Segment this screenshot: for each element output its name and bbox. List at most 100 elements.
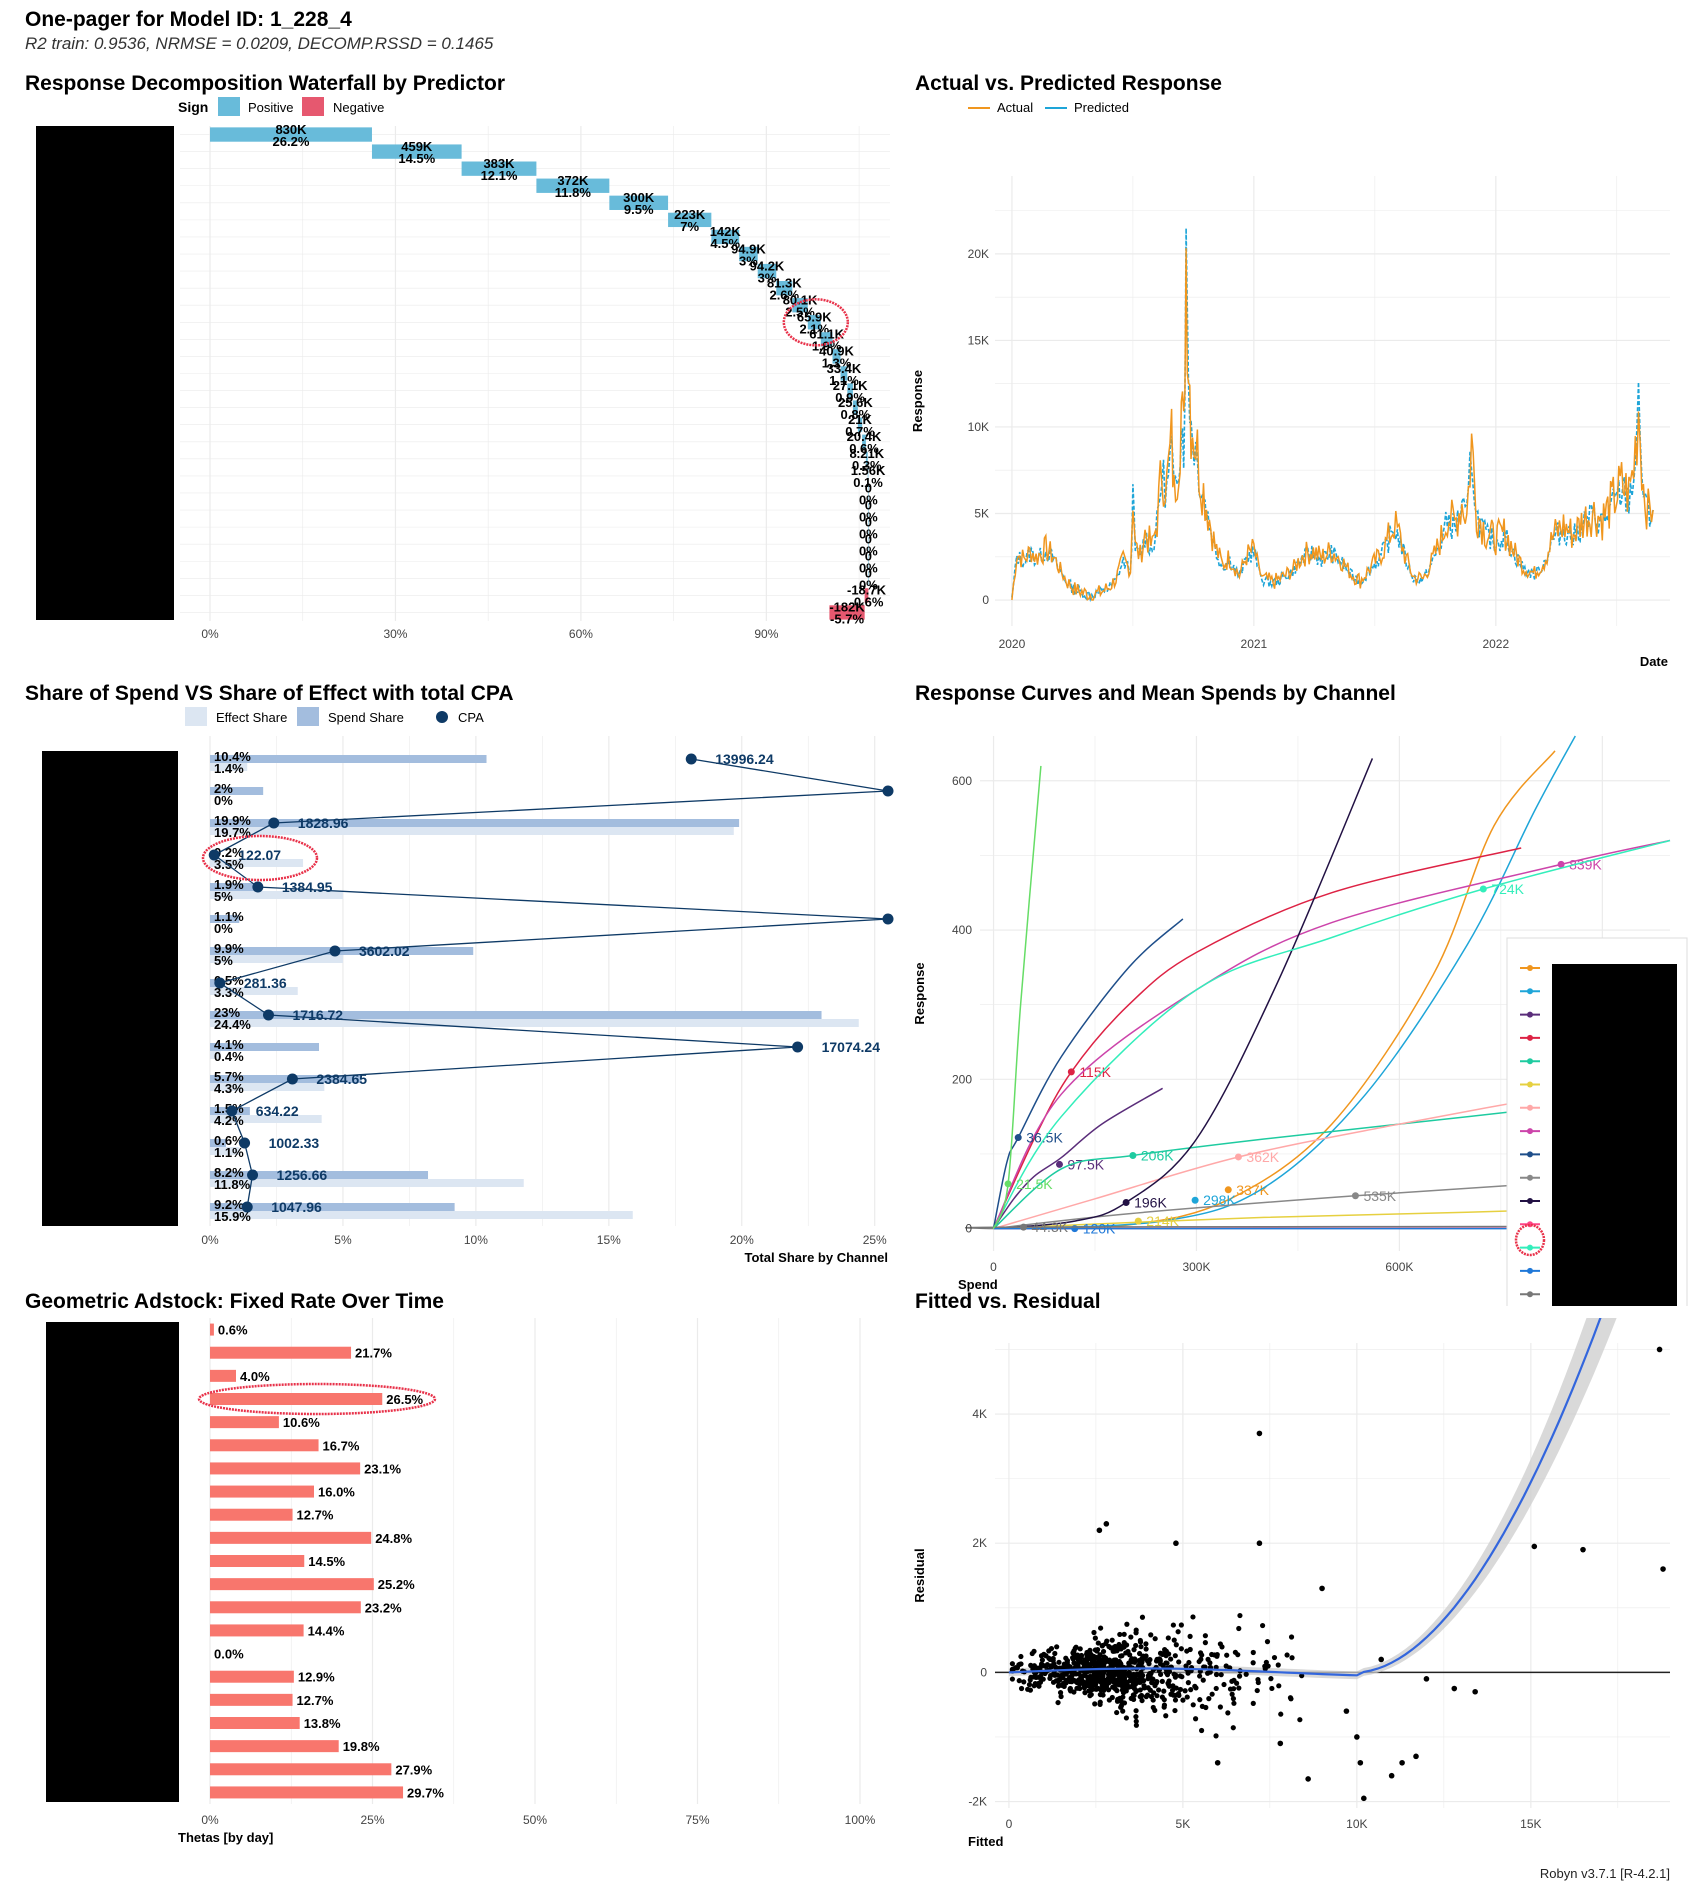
residual-point (1133, 1714, 1139, 1720)
residual-point (1028, 1662, 1034, 1668)
effect-share-bar (210, 891, 343, 899)
waterfall-bar (832, 349, 841, 364)
residual-point (1173, 1642, 1179, 1648)
actual-vs-predicted-title: Actual vs. Predicted Response (915, 72, 1222, 95)
spend-share-label: 9.9% (214, 941, 244, 956)
y-tick-label: 20K (968, 247, 989, 261)
waterfall-pct-label: 0.8% (841, 407, 871, 422)
waterfall-bar (210, 127, 372, 142)
spend-share-bar (210, 1203, 455, 1211)
adstock-bar (210, 1624, 304, 1637)
residual-point (1171, 1637, 1177, 1643)
waterfall-bar (868, 571, 869, 586)
response-curve (992, 1087, 1163, 1230)
waterfall-value-label: -18.7K (847, 583, 887, 598)
residual-point (1063, 1655, 1069, 1661)
footer-version: Robyn v3.7.1 [R-4.2.1] (1539, 1866, 1670, 1881)
residual-point (1343, 1708, 1350, 1714)
residual-point (1218, 1672, 1224, 1678)
residual-point (1138, 1644, 1144, 1650)
residual-point (1361, 1795, 1367, 1802)
residual-point (1198, 1656, 1204, 1662)
residual-point (1062, 1671, 1068, 1677)
cpa-label: 3602.02 (359, 943, 410, 959)
residual-point (1263, 1659, 1269, 1665)
spend-share-bar (210, 915, 240, 923)
waterfall-value-label: 142K (710, 224, 742, 239)
adstock-bar (210, 1601, 361, 1614)
residual-point (1133, 1630, 1139, 1636)
residual-point (1278, 1711, 1284, 1717)
residual-point (1111, 1657, 1117, 1663)
residual-point (1259, 1622, 1266, 1629)
cpa-label: 1716.72 (292, 1007, 343, 1023)
residual-point (1139, 1614, 1146, 1620)
residual-point (1117, 1663, 1123, 1669)
residual-point (1054, 1644, 1060, 1650)
spend-share-label: 9.2% (214, 1197, 244, 1212)
x-tick-label: 2020 (999, 637, 1026, 651)
residual-point (1388, 1772, 1395, 1779)
x-tick-label: 10% (464, 1233, 488, 1247)
residual-point (1206, 1696, 1212, 1702)
effect-share-label: 4.3% (214, 1081, 244, 1096)
x-tick-label: 15K (1520, 1817, 1541, 1831)
residual-point (1207, 1660, 1213, 1666)
adstock-value-label: 25.2% (378, 1577, 415, 1592)
residual-point (1096, 1527, 1103, 1534)
adstock-value-label: 23.1% (364, 1461, 401, 1476)
residual-point (1157, 1671, 1164, 1678)
residual-point (1043, 1653, 1049, 1659)
waterfall-pct-label: 0% (859, 526, 878, 541)
mean-spend-label: 214K (1146, 1213, 1179, 1229)
residual-point (1009, 1661, 1015, 1667)
response-curve (992, 765, 1042, 1229)
waterfall-pct-label: 0% (859, 492, 878, 507)
residual-point (1224, 1652, 1230, 1658)
residual-point (1275, 1662, 1281, 1668)
residual-point (1163, 1713, 1169, 1719)
waterfall-value-label: 81.3K (767, 275, 802, 290)
residual-point (1209, 1691, 1215, 1697)
residual-point (1073, 1644, 1079, 1650)
residual-point (1357, 1759, 1364, 1766)
cpa-label: 2384.65 (316, 1071, 367, 1087)
adstock-value-label: 10.6% (283, 1415, 320, 1430)
residual-point (1120, 1644, 1126, 1650)
waterfall-pct-label: 14.5% (398, 151, 435, 166)
residual-point (1042, 1670, 1048, 1677)
residual-point (1144, 1692, 1151, 1698)
residual-point (1159, 1678, 1165, 1684)
actual-vs-predicted-chart: Actual Predicted 0 5K 10K 15K 20K 2020 2021 2022 D… (910, 100, 1670, 666)
effect-share-bar (210, 1211, 633, 1219)
legend-key-point (1527, 1267, 1533, 1274)
mean-spend-point (1191, 1196, 1199, 1204)
waterfall-pct-label: 0.9% (835, 390, 865, 405)
y-axis-label: Response (912, 962, 927, 1024)
residual-point (1173, 1540, 1179, 1547)
mean-spend-point (1234, 1153, 1242, 1161)
waterfall-bar (776, 280, 793, 296)
effect-share-bar (210, 1179, 524, 1187)
residual-point (1192, 1716, 1199, 1722)
legend-swatch-effect (185, 707, 207, 726)
waterfall-bar (840, 366, 848, 381)
residual-point (1185, 1670, 1191, 1676)
residual-point (1055, 1699, 1061, 1706)
residual-point (1106, 1657, 1113, 1663)
mean-spend-label: 120K (1083, 1221, 1116, 1237)
smooth-line (1008, 1318, 1602, 1677)
waterfall-value-label: 1.56K (851, 463, 886, 478)
legend-key-point (1527, 1011, 1533, 1018)
residual-point (1190, 1614, 1196, 1620)
y-tick-label: 2K (972, 1536, 987, 1550)
spend-share-label: 23% (214, 1005, 240, 1020)
cpa-point (208, 849, 220, 861)
residual-point (1156, 1687, 1162, 1693)
residual-point (1209, 1651, 1215, 1658)
residual-point (1119, 1687, 1126, 1693)
residual-point (1163, 1648, 1169, 1654)
residual-point (1213, 1733, 1219, 1739)
residual-point (1031, 1648, 1037, 1654)
adstock-bar (210, 1531, 372, 1544)
